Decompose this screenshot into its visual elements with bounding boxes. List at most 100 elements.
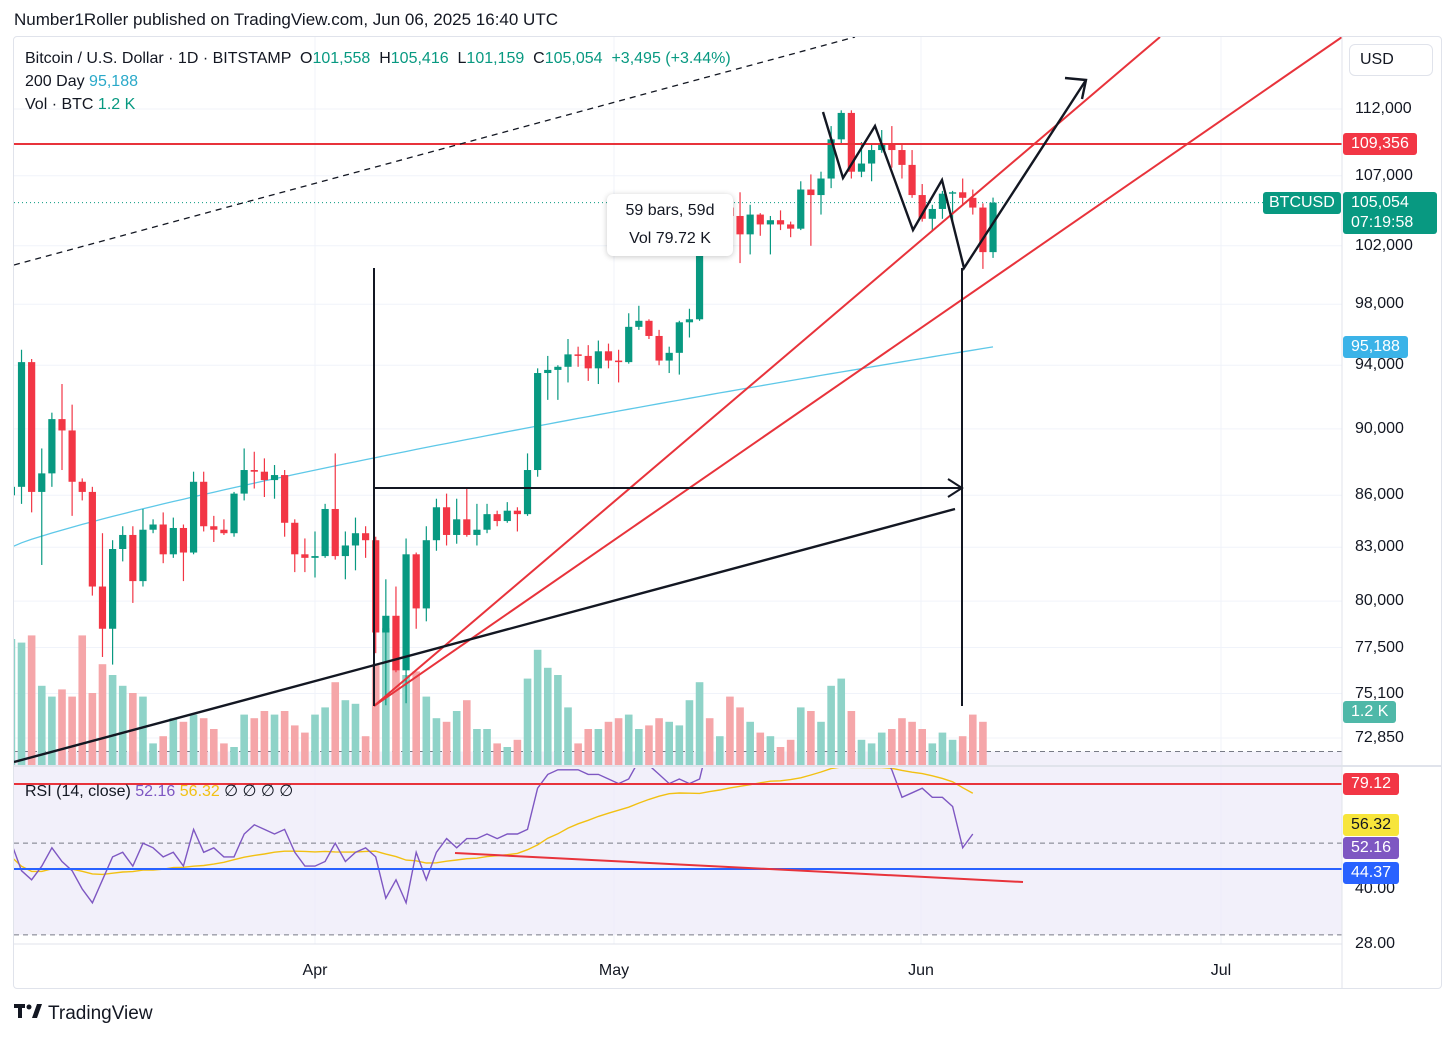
candle-body <box>503 510 511 522</box>
candle-body <box>493 514 501 522</box>
volume-bar <box>361 736 370 765</box>
volume-bar <box>786 739 795 765</box>
candle-body <box>301 554 309 558</box>
bar-countdown: 07:19:58 <box>1351 214 1414 231</box>
volume-bar <box>270 714 279 765</box>
candle-body <box>959 192 967 198</box>
price-tick-94000: 94,000 <box>1355 356 1404 374</box>
volume-bar <box>88 693 97 765</box>
symbol-label[interactable]: Bitcoin / U.S. Dollar · 1D · BITSTAMP <box>25 50 292 67</box>
candle-body <box>331 508 339 557</box>
candle-body <box>938 193 947 209</box>
volume-bar <box>331 682 340 765</box>
trend-drawings <box>14 37 1342 764</box>
candle-body <box>544 369 552 374</box>
last-price-tag: 105,054 07:19:58 <box>1343 192 1437 234</box>
candle-body <box>574 354 582 356</box>
volume-bar <box>523 678 532 765</box>
volume-bar <box>351 703 360 765</box>
red-trendline-steep <box>373 37 1161 707</box>
volume-bar <box>837 678 846 765</box>
candle-body <box>868 150 876 164</box>
candle-body <box>736 215 744 235</box>
candle-body <box>78 481 86 492</box>
volume-bar <box>108 675 117 765</box>
volume-bar <box>442 721 451 765</box>
measure-tooltip: 59 bars, 59d Vol 79.72 K <box>607 194 733 256</box>
candle-body <box>928 208 936 219</box>
ma-legend[interactable]: 200 Day 95,188 <box>25 73 138 91</box>
volume-bar <box>463 700 471 765</box>
tradingview-brand[interactable]: TradingView <box>14 1002 153 1025</box>
candle-body <box>463 519 471 535</box>
volume-bar <box>857 739 866 765</box>
price-tick-112000: 112,000 <box>1355 100 1412 117</box>
rsi-ma-line <box>14 768 974 876</box>
rsi-value-tag: 52.16 <box>1343 837 1400 859</box>
candle-body <box>412 554 420 609</box>
candle-body <box>584 355 592 369</box>
volume-bar <box>766 736 775 765</box>
candle-body <box>594 351 602 369</box>
rsi-support-tag: 44.37 <box>1343 862 1400 884</box>
price-tick-90000: 90,000 <box>1355 419 1404 437</box>
candle-body <box>908 164 916 196</box>
date-tick: Jul <box>1210 962 1232 979</box>
ma-200-series-line <box>14 346 994 547</box>
candle-body <box>655 335 663 361</box>
candle-body <box>341 545 349 557</box>
tradingview-logo-icon <box>14 1002 42 1025</box>
volume-bar <box>280 711 289 765</box>
volume-bar <box>169 718 178 765</box>
vol-legend[interactable]: Vol · BTC 1.2 K <box>25 96 135 114</box>
rsi-band <box>14 751 1342 936</box>
volume-bar <box>250 718 259 765</box>
volume-bar <box>969 714 977 765</box>
volume-bar <box>554 675 562 765</box>
candle-body <box>989 202 997 253</box>
candle-body <box>422 540 430 609</box>
date-tick: Apr <box>302 962 328 979</box>
candle-body <box>240 470 248 494</box>
volume-bar <box>584 729 593 765</box>
candle-body <box>139 529 147 582</box>
rsi-legend[interactable]: RSI (14, close) 52.16 56.32 ∅ ∅ ∅ ∅ <box>25 781 293 801</box>
volume-bar <box>726 696 734 765</box>
volume-bar <box>635 729 643 765</box>
candle-body <box>98 586 107 629</box>
candle-body <box>402 554 410 671</box>
candle-body <box>888 143 896 151</box>
low-value: 101,159 <box>466 50 525 67</box>
rsi-lines <box>14 768 1342 906</box>
candle-body <box>230 493 238 534</box>
candle-body <box>554 366 562 370</box>
volume-bar <box>675 725 684 765</box>
candle-body <box>58 419 66 431</box>
volume-bar <box>98 664 107 765</box>
candle-body <box>534 373 542 471</box>
high-value: 105,416 <box>390 50 449 67</box>
volume-bar <box>27 635 36 765</box>
date-tick: May <box>598 962 630 979</box>
volume-bar <box>756 732 765 765</box>
volume-bar <box>321 707 329 765</box>
volume-bar <box>716 736 724 765</box>
volume-bar <box>614 718 623 765</box>
currency-selector[interactable]: USD <box>1349 44 1433 76</box>
volume-bar <box>695 682 704 765</box>
volume-bar <box>685 700 694 765</box>
candle-body <box>766 220 774 225</box>
rsi-divergence-line <box>454 852 1024 883</box>
volume-bar <box>118 685 127 765</box>
volume-bar <box>533 649 542 765</box>
candle-body <box>979 207 987 253</box>
volume-bar <box>483 729 491 765</box>
candle-body <box>88 491 96 587</box>
candle-body <box>918 195 926 219</box>
candle-body <box>827 139 835 179</box>
volume-bar <box>260 711 269 765</box>
candle-body <box>635 320 643 327</box>
volume-bar <box>220 743 228 765</box>
candle-body <box>756 214 764 225</box>
